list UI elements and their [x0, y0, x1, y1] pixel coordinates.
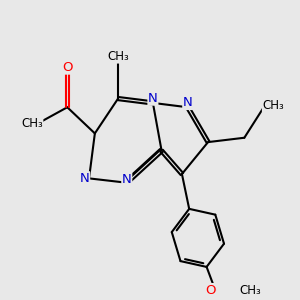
- Text: CH₃: CH₃: [21, 117, 43, 130]
- Text: O: O: [62, 61, 73, 74]
- Text: N: N: [148, 92, 158, 105]
- Text: N: N: [183, 96, 193, 110]
- Text: N: N: [122, 173, 132, 186]
- Text: CH₃: CH₃: [262, 99, 284, 112]
- Text: O: O: [206, 284, 216, 297]
- Text: N: N: [80, 172, 90, 185]
- Text: CH₃: CH₃: [239, 284, 261, 297]
- Text: CH₃: CH₃: [107, 50, 129, 63]
